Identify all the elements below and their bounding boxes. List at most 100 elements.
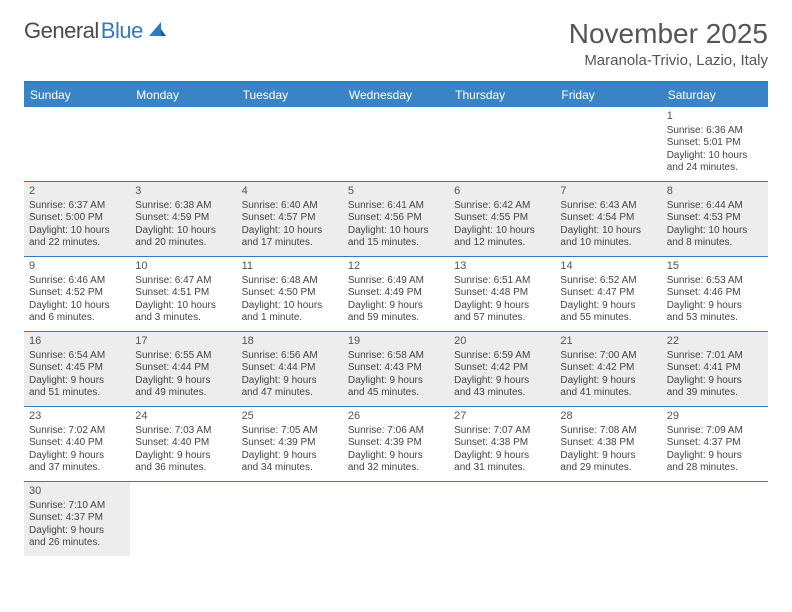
day-sunrise: Sunrise: 7:01 AM bbox=[667, 350, 763, 363]
day-cell: 15Sunrise: 6:53 AMSunset: 4:46 PMDayligh… bbox=[662, 257, 768, 331]
day-day2: and 36 minutes. bbox=[135, 462, 231, 475]
day-number: 18 bbox=[242, 335, 338, 349]
day-day1: Daylight: 10 hours bbox=[454, 225, 550, 238]
day-sunset: Sunset: 4:37 PM bbox=[667, 437, 763, 450]
logo-text-general: General bbox=[24, 18, 99, 44]
day-number: 4 bbox=[242, 185, 338, 199]
day-number: 23 bbox=[29, 410, 125, 424]
day-day1: Daylight: 9 hours bbox=[454, 450, 550, 463]
day-day2: and 22 minutes. bbox=[29, 237, 125, 250]
day-cell: 9Sunrise: 6:46 AMSunset: 4:52 PMDaylight… bbox=[24, 257, 130, 331]
day-day2: and 15 minutes. bbox=[348, 237, 444, 250]
day-day2: and 32 minutes. bbox=[348, 462, 444, 475]
day-day1: Daylight: 9 hours bbox=[348, 450, 444, 463]
day-day2: and 20 minutes. bbox=[135, 237, 231, 250]
day-day1: Daylight: 9 hours bbox=[29, 525, 125, 538]
day-number: 15 bbox=[667, 260, 763, 274]
day-sunset: Sunset: 4:59 PM bbox=[135, 212, 231, 225]
day-sunrise: Sunrise: 6:56 AM bbox=[242, 350, 338, 363]
day-cell: 5Sunrise: 6:41 AMSunset: 4:56 PMDaylight… bbox=[343, 182, 449, 256]
day-cell: 26Sunrise: 7:06 AMSunset: 4:39 PMDayligh… bbox=[343, 407, 449, 481]
day-sunrise: Sunrise: 6:42 AM bbox=[454, 200, 550, 213]
logo-text-blue: Blue bbox=[101, 18, 143, 44]
day-sunrise: Sunrise: 7:02 AM bbox=[29, 425, 125, 438]
day-number: 12 bbox=[348, 260, 444, 274]
day-cell bbox=[343, 482, 449, 556]
day-day1: Daylight: 10 hours bbox=[560, 225, 656, 238]
day-day2: and 12 minutes. bbox=[454, 237, 550, 250]
day-cell: 14Sunrise: 6:52 AMSunset: 4:47 PMDayligh… bbox=[555, 257, 661, 331]
weekday-label: Sunday bbox=[24, 83, 130, 107]
day-number: 30 bbox=[29, 485, 125, 499]
day-sunrise: Sunrise: 6:46 AM bbox=[29, 275, 125, 288]
day-cell: 16Sunrise: 6:54 AMSunset: 4:45 PMDayligh… bbox=[24, 332, 130, 406]
day-sunset: Sunset: 4:43 PM bbox=[348, 362, 444, 375]
day-day1: Daylight: 10 hours bbox=[242, 300, 338, 313]
day-day2: and 3 minutes. bbox=[135, 312, 231, 325]
day-number: 20 bbox=[454, 335, 550, 349]
day-sunset: Sunset: 4:44 PM bbox=[242, 362, 338, 375]
day-cell bbox=[130, 482, 236, 556]
weekday-label: Saturday bbox=[662, 83, 768, 107]
day-sunrise: Sunrise: 7:10 AM bbox=[29, 500, 125, 513]
day-sunrise: Sunrise: 6:44 AM bbox=[667, 200, 763, 213]
day-sunrise: Sunrise: 6:43 AM bbox=[560, 200, 656, 213]
day-day1: Daylight: 10 hours bbox=[29, 225, 125, 238]
day-day1: Daylight: 10 hours bbox=[242, 225, 338, 238]
day-sunset: Sunset: 4:54 PM bbox=[560, 212, 656, 225]
day-sunset: Sunset: 4:39 PM bbox=[348, 437, 444, 450]
day-day1: Daylight: 10 hours bbox=[135, 225, 231, 238]
day-cell: 4Sunrise: 6:40 AMSunset: 4:57 PMDaylight… bbox=[237, 182, 343, 256]
day-cell: 20Sunrise: 6:59 AMSunset: 4:42 PMDayligh… bbox=[449, 332, 555, 406]
day-day1: Daylight: 9 hours bbox=[560, 375, 656, 388]
day-day2: and 51 minutes. bbox=[29, 387, 125, 400]
day-cell bbox=[130, 107, 236, 181]
day-sunset: Sunset: 4:37 PM bbox=[29, 512, 125, 525]
day-sunrise: Sunrise: 6:40 AM bbox=[242, 200, 338, 213]
day-cell: 25Sunrise: 7:05 AMSunset: 4:39 PMDayligh… bbox=[237, 407, 343, 481]
day-day1: Daylight: 9 hours bbox=[242, 375, 338, 388]
day-cell bbox=[449, 482, 555, 556]
day-day2: and 49 minutes. bbox=[135, 387, 231, 400]
day-day1: Daylight: 9 hours bbox=[29, 375, 125, 388]
day-day1: Daylight: 10 hours bbox=[135, 300, 231, 313]
day-sunrise: Sunrise: 6:36 AM bbox=[667, 125, 763, 138]
day-sunset: Sunset: 4:51 PM bbox=[135, 287, 231, 300]
header: GeneralBlue November 2025 Maranola-Trivi… bbox=[0, 0, 792, 75]
day-number: 5 bbox=[348, 185, 444, 199]
day-number: 26 bbox=[348, 410, 444, 424]
day-day2: and 41 minutes. bbox=[560, 387, 656, 400]
day-cell: 29Sunrise: 7:09 AMSunset: 4:37 PMDayligh… bbox=[662, 407, 768, 481]
day-day1: Daylight: 9 hours bbox=[135, 450, 231, 463]
day-number: 24 bbox=[135, 410, 231, 424]
weekday-label: Thursday bbox=[449, 83, 555, 107]
day-day1: Daylight: 9 hours bbox=[135, 375, 231, 388]
day-sunset: Sunset: 4:48 PM bbox=[454, 287, 550, 300]
day-number: 9 bbox=[29, 260, 125, 274]
day-sunrise: Sunrise: 6:51 AM bbox=[454, 275, 550, 288]
day-sunset: Sunset: 4:55 PM bbox=[454, 212, 550, 225]
day-number: 19 bbox=[348, 335, 444, 349]
day-sunrise: Sunrise: 6:59 AM bbox=[454, 350, 550, 363]
day-sunrise: Sunrise: 6:41 AM bbox=[348, 200, 444, 213]
day-day2: and 24 minutes. bbox=[667, 162, 763, 175]
day-number: 21 bbox=[560, 335, 656, 349]
day-day1: Daylight: 9 hours bbox=[667, 300, 763, 313]
day-sunrise: Sunrise: 7:03 AM bbox=[135, 425, 231, 438]
weeks-container: 1Sunrise: 6:36 AMSunset: 5:01 PMDaylight… bbox=[24, 107, 768, 556]
day-number: 29 bbox=[667, 410, 763, 424]
day-day1: Daylight: 10 hours bbox=[667, 225, 763, 238]
day-sunrise: Sunrise: 7:05 AM bbox=[242, 425, 338, 438]
day-number: 2 bbox=[29, 185, 125, 199]
day-cell: 11Sunrise: 6:48 AMSunset: 4:50 PMDayligh… bbox=[237, 257, 343, 331]
day-day1: Daylight: 9 hours bbox=[242, 450, 338, 463]
day-day2: and 31 minutes. bbox=[454, 462, 550, 475]
day-day2: and 57 minutes. bbox=[454, 312, 550, 325]
day-sunset: Sunset: 4:42 PM bbox=[454, 362, 550, 375]
day-cell: 13Sunrise: 6:51 AMSunset: 4:48 PMDayligh… bbox=[449, 257, 555, 331]
day-sunrise: Sunrise: 6:47 AM bbox=[135, 275, 231, 288]
day-cell bbox=[237, 482, 343, 556]
day-sunset: Sunset: 4:42 PM bbox=[560, 362, 656, 375]
day-cell: 1Sunrise: 6:36 AMSunset: 5:01 PMDaylight… bbox=[662, 107, 768, 181]
day-cell: 24Sunrise: 7:03 AMSunset: 4:40 PMDayligh… bbox=[130, 407, 236, 481]
